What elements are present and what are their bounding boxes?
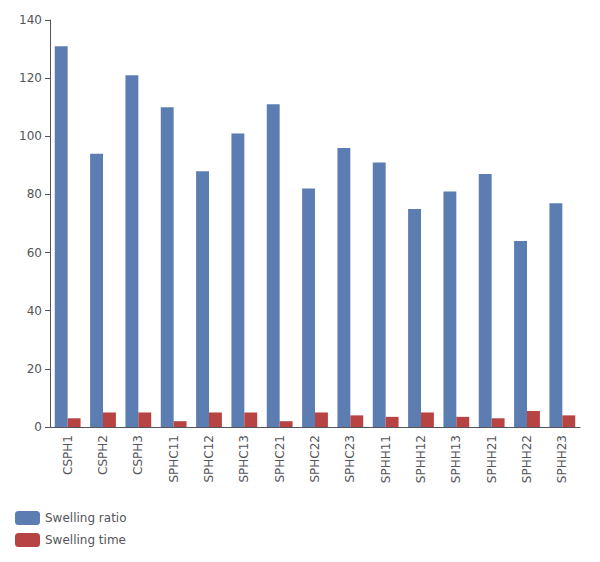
svg-text:SPHC11: SPHC11 bbox=[167, 435, 181, 483]
svg-text:SPHC22: SPHC22 bbox=[308, 435, 322, 483]
svg-text:SPHH11: SPHH11 bbox=[379, 435, 393, 483]
svg-text:100: 100 bbox=[19, 129, 42, 143]
svg-text:80: 80 bbox=[27, 187, 42, 201]
svg-text:60: 60 bbox=[27, 246, 42, 260]
svg-text:SPHH21: SPHH21 bbox=[485, 435, 499, 483]
svg-text:SPHC21: SPHC21 bbox=[273, 435, 287, 483]
svg-text:SPHH22: SPHH22 bbox=[520, 435, 534, 483]
svg-text:SPHC12: SPHC12 bbox=[202, 435, 216, 483]
svg-text:CSPH2: CSPH2 bbox=[96, 435, 110, 475]
svg-text:20: 20 bbox=[27, 362, 42, 376]
svg-text:SPHH23: SPHH23 bbox=[555, 435, 569, 483]
svg-text:140: 140 bbox=[19, 13, 42, 27]
svg-text:SPHH12: SPHH12 bbox=[414, 435, 428, 483]
svg-text:40: 40 bbox=[27, 304, 42, 318]
svg-text:CSPH3: CSPH3 bbox=[131, 435, 145, 475]
svg-text:SPHC13: SPHC13 bbox=[237, 435, 251, 483]
svg-text:CSPH1: CSPH1 bbox=[61, 435, 75, 475]
svg-text:SPHH13: SPHH13 bbox=[449, 435, 463, 483]
svg-text:Swelling time: Swelling time bbox=[45, 533, 126, 547]
svg-text:SPHC23: SPHC23 bbox=[343, 435, 357, 483]
svg-text:Swelling ratio: Swelling ratio bbox=[45, 511, 127, 525]
svg-text:120: 120 bbox=[19, 71, 42, 85]
svg-text:0: 0 bbox=[34, 420, 42, 434]
